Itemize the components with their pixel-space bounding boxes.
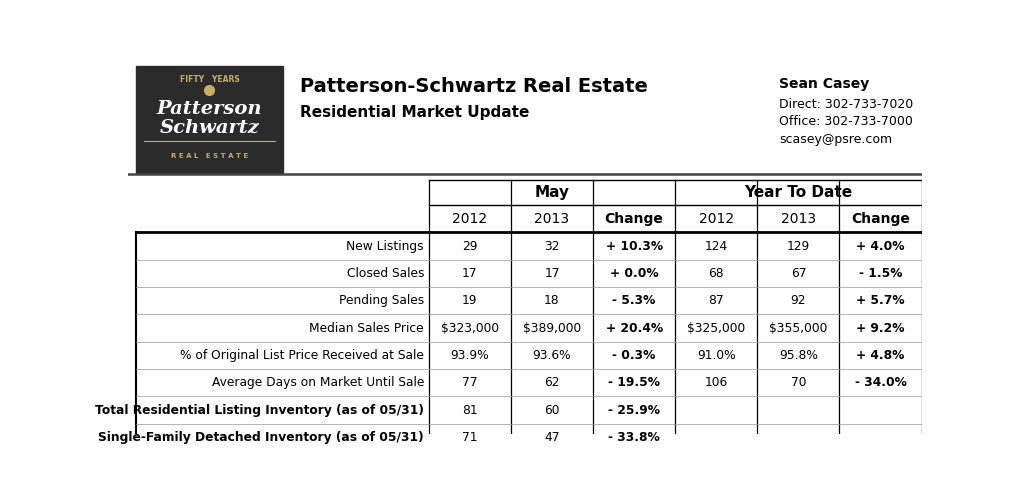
Text: 62: 62 — [544, 376, 560, 389]
Text: Direct: 302-733-7020: Direct: 302-733-7020 — [779, 98, 913, 111]
Text: 67: 67 — [791, 267, 806, 280]
Text: 87: 87 — [709, 294, 724, 307]
Text: May: May — [535, 185, 569, 200]
Text: Year To Date: Year To Date — [744, 185, 852, 200]
Text: 2012: 2012 — [453, 212, 487, 226]
Text: 60: 60 — [544, 404, 560, 417]
Text: % of Original List Price Received at Sale: % of Original List Price Received at Sal… — [180, 349, 424, 362]
FancyBboxPatch shape — [136, 66, 283, 173]
Text: R E A L   E S T A T E: R E A L E S T A T E — [171, 153, 248, 159]
Text: Residential Market Update: Residential Market Update — [300, 105, 529, 120]
Text: - 33.8%: - 33.8% — [608, 431, 659, 444]
Text: Single-Family Detached Inventory (as of 05/31): Single-Family Detached Inventory (as of … — [98, 431, 424, 444]
Text: Closed Sales: Closed Sales — [346, 267, 424, 280]
Text: + 20.4%: + 20.4% — [605, 322, 663, 335]
Text: + 10.3%: + 10.3% — [605, 240, 663, 253]
Text: 124: 124 — [705, 240, 728, 253]
Text: 17: 17 — [544, 267, 560, 280]
Text: $389,000: $389,000 — [523, 322, 581, 335]
Text: Schwartz: Schwartz — [160, 119, 259, 137]
Text: + 5.7%: + 5.7% — [856, 294, 905, 307]
Text: + 4.8%: + 4.8% — [856, 349, 905, 362]
Text: $355,000: $355,000 — [769, 322, 827, 335]
Text: + 9.2%: + 9.2% — [856, 322, 905, 335]
Text: + 4.0%: + 4.0% — [856, 240, 905, 253]
Text: - 5.3%: - 5.3% — [612, 294, 655, 307]
Text: 47: 47 — [544, 431, 560, 444]
Text: FIFTY   YEARS: FIFTY YEARS — [179, 75, 240, 83]
Text: Patterson-Schwartz Real Estate: Patterson-Schwartz Real Estate — [300, 77, 648, 96]
Text: Average Days on Market Until Sale: Average Days on Market Until Sale — [212, 376, 424, 389]
Text: 19: 19 — [462, 294, 477, 307]
Text: - 1.5%: - 1.5% — [859, 267, 902, 280]
Text: - 19.5%: - 19.5% — [608, 376, 660, 389]
Text: 81: 81 — [462, 404, 477, 417]
Text: Pending Sales: Pending Sales — [339, 294, 424, 307]
Text: 70: 70 — [791, 376, 806, 389]
Text: + 0.0%: + 0.0% — [609, 267, 658, 280]
Text: 71: 71 — [462, 431, 477, 444]
Text: 2013: 2013 — [781, 212, 816, 226]
Text: 18: 18 — [544, 294, 560, 307]
Text: 17: 17 — [462, 267, 477, 280]
Text: 77: 77 — [462, 376, 477, 389]
Text: 29: 29 — [462, 240, 477, 253]
Text: 68: 68 — [709, 267, 724, 280]
Text: 95.8%: 95.8% — [779, 349, 818, 362]
Text: 91.0%: 91.0% — [697, 349, 735, 362]
Text: 93.6%: 93.6% — [532, 349, 571, 362]
Text: 2012: 2012 — [698, 212, 734, 226]
Text: Sean Casey: Sean Casey — [779, 77, 869, 91]
Text: - 0.3%: - 0.3% — [612, 349, 655, 362]
Text: 2013: 2013 — [535, 212, 569, 226]
Text: Total Residential Listing Inventory (as of 05/31): Total Residential Listing Inventory (as … — [95, 404, 424, 417]
Text: Change: Change — [851, 212, 910, 226]
Text: $325,000: $325,000 — [687, 322, 745, 335]
Text: $323,000: $323,000 — [440, 322, 499, 335]
Text: 32: 32 — [544, 240, 560, 253]
Text: Change: Change — [604, 212, 664, 226]
Text: Office: 302-733-7000: Office: 302-733-7000 — [779, 115, 912, 128]
Text: - 25.9%: - 25.9% — [608, 404, 660, 417]
Text: 93.9%: 93.9% — [451, 349, 489, 362]
Text: 92: 92 — [791, 294, 806, 307]
Text: - 34.0%: - 34.0% — [855, 376, 906, 389]
Text: Patterson: Patterson — [157, 100, 262, 118]
Text: New Listings: New Listings — [346, 240, 424, 253]
Text: 106: 106 — [705, 376, 728, 389]
Text: Median Sales Price: Median Sales Price — [309, 322, 424, 335]
Text: 129: 129 — [786, 240, 810, 253]
Text: scasey@psre.com: scasey@psre.com — [779, 133, 892, 146]
